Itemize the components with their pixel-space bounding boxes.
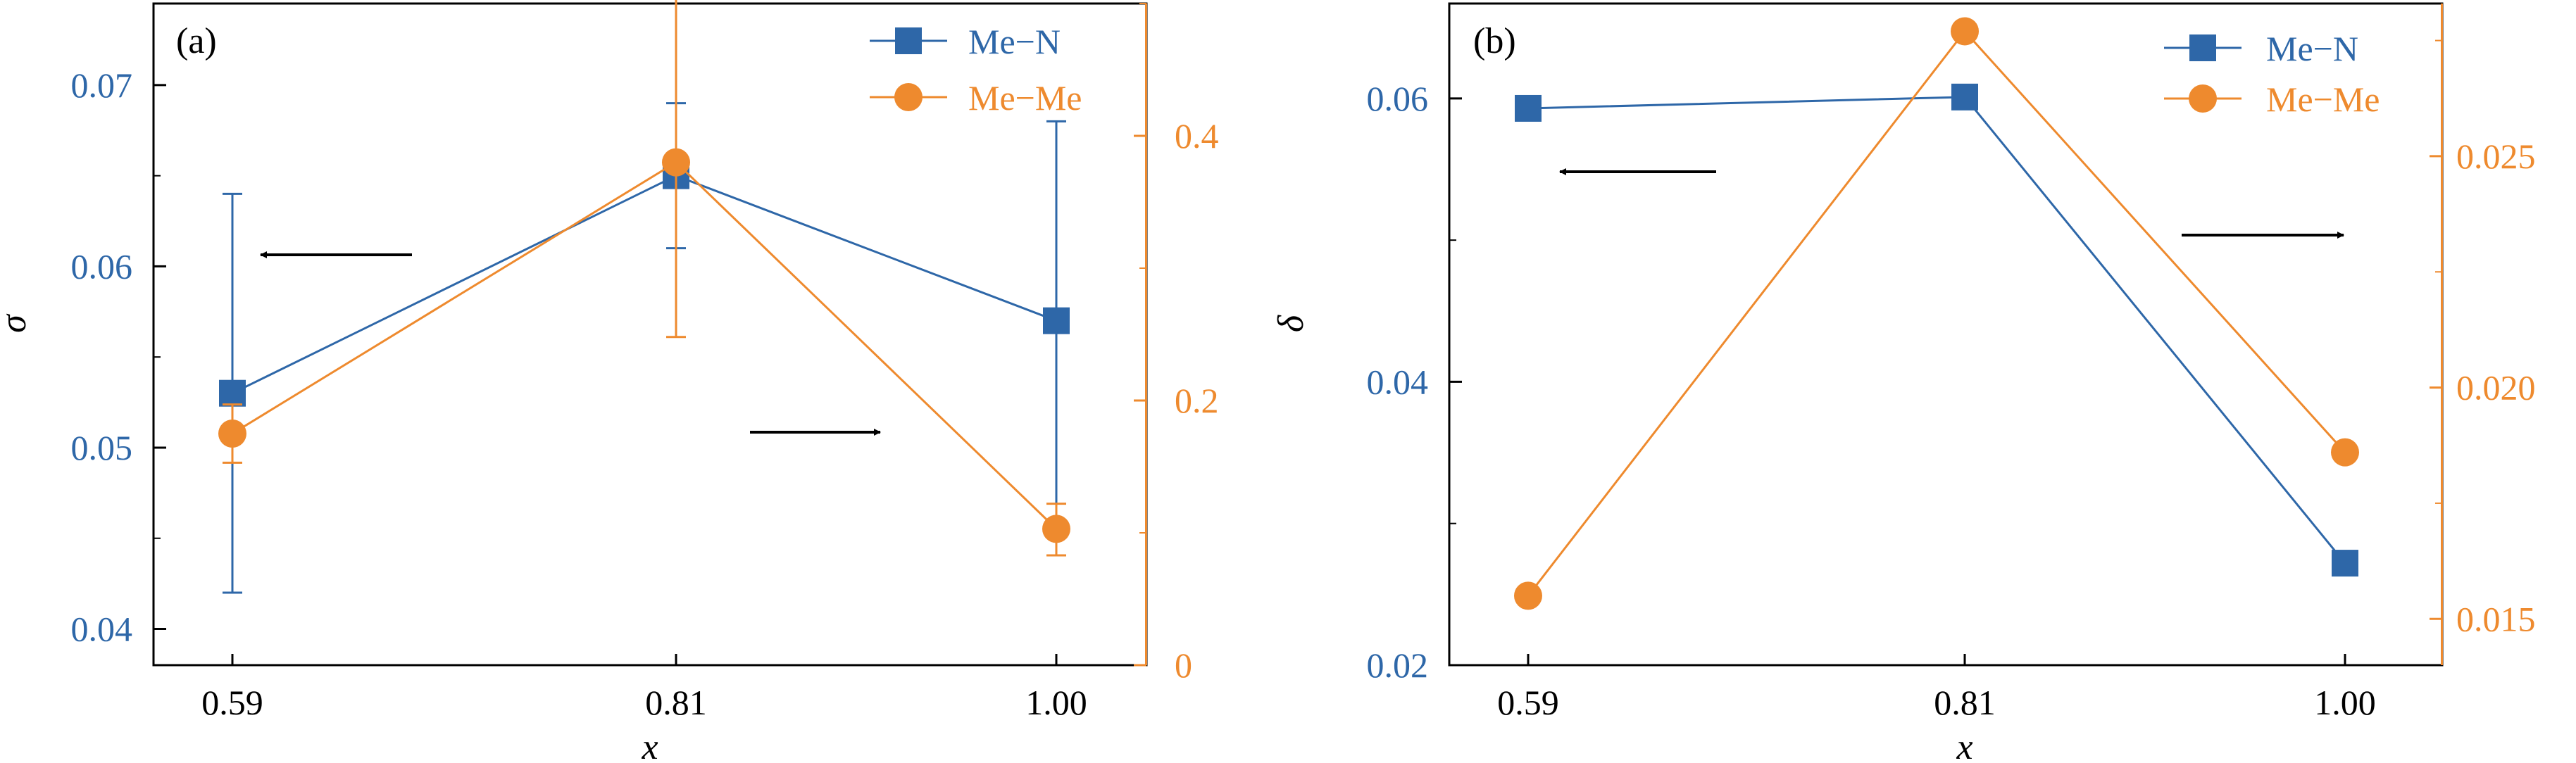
y-tick-label-right: 0.4 — [1175, 116, 1219, 156]
data-point-circle — [1042, 515, 1070, 543]
y-axis-label-left: δ — [1271, 315, 1311, 332]
right-axis-line — [2441, 4, 2443, 665]
x-tick-label: 1.00 — [2314, 683, 2376, 722]
x-tick-label: 0.81 — [645, 683, 707, 722]
panel-label: (a) — [176, 21, 217, 61]
legend-marker-square — [2189, 34, 2216, 61]
panel-label: (b) — [1473, 21, 1516, 61]
data-point-circle — [218, 420, 246, 448]
legend-label: Me−Me — [2266, 80, 2380, 119]
right-axis-line — [1145, 4, 1147, 665]
legend-label: Me−Me — [968, 78, 1082, 118]
y-tick-label-left: 0.04 — [71, 609, 133, 648]
y-tick-label-left: 0.06 — [71, 246, 133, 286]
y-ticks-right: 0.015 0.020 0.025 — [2430, 39, 2536, 638]
series-line — [1527, 30, 2346, 597]
series-layer — [218, 0, 1070, 594]
series-line — [232, 160, 1058, 530]
direction-arrows — [260, 251, 881, 436]
data-point-circle — [1514, 581, 1542, 610]
x-ticks: 0.59 0.81 1.00 — [1497, 654, 2376, 722]
series-line — [232, 175, 1057, 395]
data-point-circle — [662, 148, 690, 177]
x-tick-label: 1.00 — [1025, 683, 1087, 722]
y-tick-label-right: 0.020 — [2456, 368, 2536, 408]
y-ticks-left: 0.02 0.04 0.06 — [1367, 79, 1462, 685]
x-tick-label: 0.81 — [1934, 683, 1996, 722]
x-axis-label: x — [641, 727, 658, 763]
legend: Me−N Me−Me — [870, 22, 1082, 118]
legend-marker-circle — [894, 83, 923, 111]
y-tick-label-right: 0.2 — [1175, 381, 1219, 420]
data-point-square — [219, 379, 246, 407]
y-tick-label-left: 0.02 — [1367, 645, 1429, 685]
data-point-square — [2332, 550, 2358, 577]
x-axis-label: x — [1956, 727, 1972, 763]
direction-arrows — [1559, 168, 2344, 239]
data-point-circle — [2331, 438, 2359, 467]
x-tick-label: 0.59 — [1497, 683, 1559, 722]
data-point-square — [1951, 83, 1978, 111]
y-tick-label-left: 0.04 — [1367, 362, 1429, 401]
panel-a: (a) x σ 0.590.811.00 0.040.050.060.07 00… — [0, 0, 1219, 763]
legend-marker-square — [895, 27, 922, 54]
y-tick-label-right: 0.025 — [2456, 137, 2536, 176]
y-axis-label-left: σ — [0, 313, 34, 333]
legend-label: Me−N — [2266, 29, 2358, 68]
y-tick-label-left: 0.06 — [1367, 79, 1429, 118]
series-layer — [1514, 17, 2359, 610]
y-tick-label-left: 0.07 — [71, 65, 133, 105]
data-point-square — [1515, 94, 1542, 122]
y-tick-label-right: 0 — [1175, 645, 1192, 685]
series-line — [1527, 96, 2346, 565]
data-point-square — [1043, 307, 1070, 334]
x-tick-label: 0.59 — [201, 683, 263, 722]
legend: Me−N Me−Me — [2164, 29, 2380, 119]
y-ticks-left: 0.04 0.05 0.06 0.07 — [71, 65, 166, 648]
y-ticks-right: 0 0.2 0.4 — [1134, 3, 1219, 685]
y-tick-label-left: 0.05 — [71, 428, 133, 467]
legend-marker-circle — [2189, 84, 2217, 113]
y-tick-label-right: 0.015 — [2456, 599, 2536, 638]
legend-label: Me−N — [968, 22, 1061, 61]
panel-b: (b) x δ 0.59 0.81 1.00 0.020.040.06 0.0150… — [1271, 2, 2536, 763]
x-ticks: 0.59 0.81 1.00 — [201, 654, 1087, 722]
data-point-circle — [1951, 17, 1979, 46]
